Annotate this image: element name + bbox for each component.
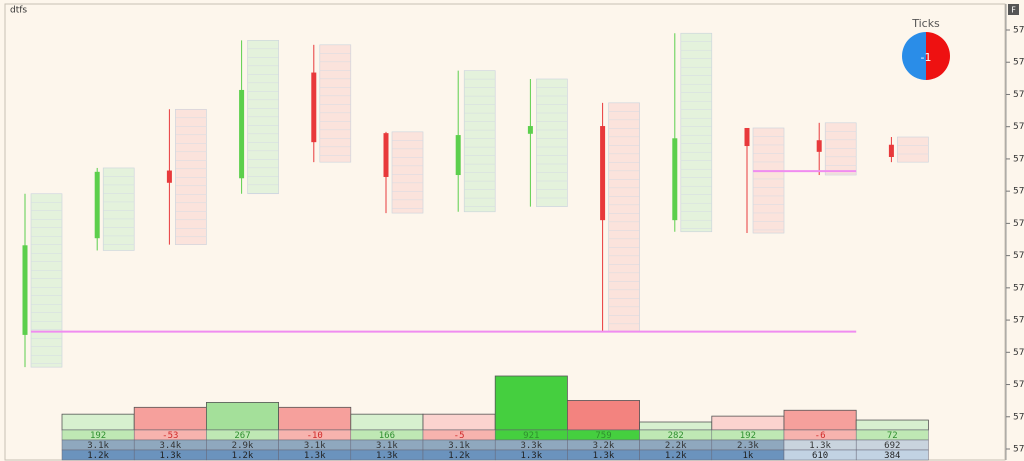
volume-bar [783,409,857,431]
y-tick-label: 5780.00 [1013,58,1024,68]
trades-label: 1.2k [448,451,470,461]
y-tick-label: 5785.00 [1013,26,1024,36]
footprint-column [175,108,207,245]
y-tick-label: 5720.00 [1013,445,1024,455]
footprint-column [536,78,568,207]
trades-label: 1k [742,451,753,461]
y-tick-label: 5730.00 [1013,380,1024,390]
trades-label: 1.3k [304,451,326,461]
y-tick-label: 5775.00 [1013,90,1024,100]
volume-label: 2.3k [737,441,759,451]
delta-label: -10 [307,431,323,441]
volume-bar [205,402,279,431]
volume-bar [278,406,352,431]
candle-body [455,135,461,176]
volume-label: 3.3k [520,441,542,451]
candle-body [816,140,822,152]
trades-label: 1.3k [159,451,181,461]
volume-bar [422,413,496,431]
trades-cell [855,449,929,461]
candle-body [94,171,100,239]
volume-bar [639,421,713,431]
volume-bar [855,419,929,431]
delta-label: -6 [815,431,826,441]
footprint-column [752,127,785,234]
footprint-column [30,193,63,368]
volume-bar [494,375,568,431]
candle-body [166,170,172,183]
candle-body [600,126,606,221]
volume-bar [350,413,424,431]
trades-label: 1.3k [376,451,398,461]
delta-label: 166 [379,431,395,441]
y-tick-label: 5755.00 [1013,219,1024,229]
y-tick-label: 5750.00 [1013,251,1024,261]
y-tick-label: 5725.00 [1013,412,1024,422]
y-tick-label: 5760.00 [1013,187,1024,197]
delta-label: -5 [454,431,465,441]
candle-body [744,127,750,147]
volume-bar [61,413,135,431]
volume-label: 3.1k [87,441,109,451]
volume-bar [711,415,785,431]
footprint-column [102,167,135,251]
volume-label: 3.1k [304,441,326,451]
chart-title: dtfs [10,6,27,16]
volume-bar [133,406,207,431]
ticks-pie-right [926,32,950,80]
ticks-title: Ticks [911,17,940,30]
trades-label: 1.2k [665,451,687,461]
footprint-column [897,136,929,163]
delta-label: 192 [740,431,756,441]
trades-label: 384 [884,451,900,461]
volume-label: 3.2k [593,441,615,451]
footprint-column [319,44,352,163]
candle-body [888,144,894,157]
volume-label: 2.2k [665,441,687,451]
delta-label: 921 [523,431,539,441]
y-tick-label: 5735.00 [1013,348,1024,358]
candle-body [672,138,678,221]
delta-label: 759 [595,431,611,441]
y-tick-label: 5770.00 [1013,122,1024,132]
volume-label: 2.9k [232,441,254,451]
y-tick-label: 5765.00 [1013,154,1024,164]
volume-label: 3.4k [159,441,181,451]
delta-label: 267 [234,431,250,441]
delta-label: 282 [668,431,684,441]
delta-label: 72 [887,431,898,441]
candle-body [383,133,389,177]
footprint-column [391,131,424,214]
volume-label: 1.3k [809,441,831,451]
candle-body [311,72,317,143]
volume-bar [567,400,641,431]
candle-body [22,245,28,335]
delta-label: -53 [162,431,178,441]
ticks-value: -1 [921,51,932,64]
footprint-column [608,102,640,332]
volume-label: 3.1k [448,441,470,451]
candle-body [239,89,245,179]
trades-label: 1.3k [520,451,542,461]
settings-icon: F [1011,6,1016,15]
y-tick-label: 5740.00 [1013,316,1024,326]
ticks-pie-left [902,32,926,80]
footprint-column [680,32,713,233]
trades-label: 1.2k [87,451,109,461]
candle-body [527,126,533,134]
footprint-column [463,70,496,213]
settings-button[interactable] [1008,4,1019,15]
delta-label: 192 [90,431,106,441]
volume-label: 3.1k [376,441,398,451]
y-tick-label: 5745.00 [1013,283,1024,293]
footprint-column [824,122,857,176]
volume-label: 692 [884,441,900,451]
trades-label: 1.3k [593,451,615,461]
trades-label: 1.2k [232,451,254,461]
trades-label: 610 [812,451,828,461]
